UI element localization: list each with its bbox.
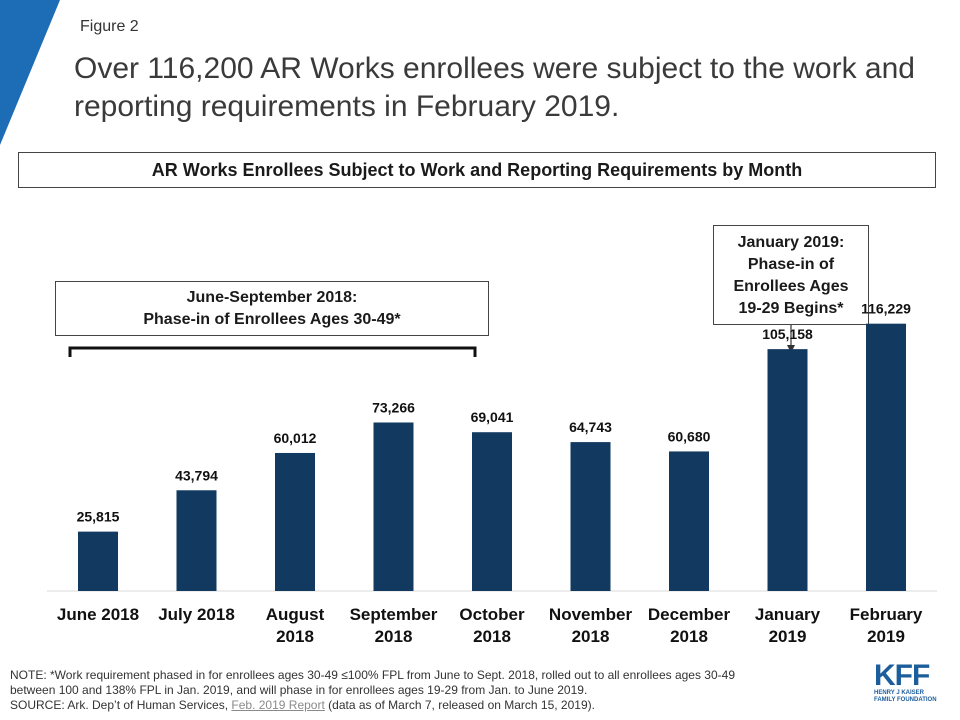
bar-value-label: 43,794 (175, 467, 218, 483)
x-tick-label: 2018 (276, 627, 314, 646)
phase2-callout-line: Phase-in of (747, 256, 835, 273)
x-tick-label: June 2018 (57, 605, 139, 624)
chart-notes: NOTE: *Work requirement phased in for en… (10, 668, 850, 713)
bar (373, 422, 414, 591)
source-line: SOURCE: Ark. Dep’t of Human Services, Fe… (10, 698, 850, 713)
bar (669, 451, 709, 591)
x-tick-label: 2018 (473, 627, 511, 646)
bar (570, 442, 611, 591)
phase2-callout: January 2019: Phase-in of Enrollees Ages… (713, 225, 869, 325)
bar (176, 490, 217, 591)
bar-value-label: 105,158 (762, 326, 813, 342)
bar-value-label: 60,012 (274, 430, 317, 446)
kff-logo-subtext: FAMILY FOUNDATION (874, 697, 937, 703)
x-tick-label: July 2018 (158, 605, 235, 624)
x-tick-label: December (648, 605, 731, 624)
bar-value-label: 60,680 (668, 428, 711, 444)
kff-logo-text: KFF (874, 659, 930, 692)
bar-value-label: 69,041 (471, 409, 514, 425)
x-tick-label: November (549, 605, 633, 624)
note-line: NOTE: *Work requirement phased in for en… (10, 668, 735, 682)
phase1-callout-line: Phase-in of Enrollees Ages 30-49* (143, 311, 401, 328)
bar (767, 349, 808, 591)
bar-value-label: 116,229 (861, 301, 911, 317)
x-tick-label: September (350, 605, 438, 624)
figure-label: Figure 2 (80, 18, 139, 35)
phase2-callout-line: January 2019: (737, 234, 845, 251)
x-tick-label: February (850, 605, 923, 624)
bar-chart: 25,815 June 2018 43,794 July 2018 60,012 Augu… (47, 301, 937, 646)
bar-value-label: 25,815 (77, 509, 120, 525)
bar-value-label: 73,266 (372, 399, 415, 415)
phase2-callout-line: Enrollees Ages (733, 278, 849, 295)
bar-value-label: 64,743 (569, 419, 612, 435)
x-tick-label: January (755, 605, 821, 624)
bar (78, 531, 118, 591)
chart-title: AR Works Enrollees Subject to Work and R… (18, 152, 936, 188)
bar (472, 432, 512, 591)
page-title: Over 116,200 AR Works enrollees were sub… (74, 52, 915, 123)
x-tick-label: 2018 (572, 627, 610, 646)
x-tick-label: 2019 (867, 627, 905, 646)
source-suffix: (data as of March 7, released on March 1… (324, 698, 595, 712)
phase1-callout-line: June-September 2018: (186, 289, 358, 306)
x-tick-label: 2018 (670, 627, 708, 646)
note-line: between 100 and 138% FPL in Jan. 2019, a… (10, 683, 588, 697)
x-tick-label: August (266, 605, 325, 624)
phase1-bracket (68, 346, 477, 357)
bar (866, 323, 906, 591)
bar (275, 452, 315, 591)
phase1-callout: June-September 2018: Phase-in of Enrolle… (55, 281, 489, 336)
kff-logo-subtext: HENRY J KAISER (874, 690, 925, 696)
source-report-link[interactable]: Feb. 2019 Report (231, 698, 325, 712)
x-tick-label: October (459, 605, 525, 624)
x-tick-label: 2019 (769, 627, 807, 646)
phase2-callout-line: 19-29 Begins* (738, 300, 844, 317)
source-prefix: SOURCE: Ark. Dep’t of Human Services, (10, 698, 232, 712)
phase2-arrowhead (787, 345, 795, 353)
kff-logo: KFF HENRY J KAISER FAMILY FOUNDATION (874, 659, 946, 704)
corner-accent (0, 0, 60, 145)
x-tick-label: 2018 (375, 627, 413, 646)
